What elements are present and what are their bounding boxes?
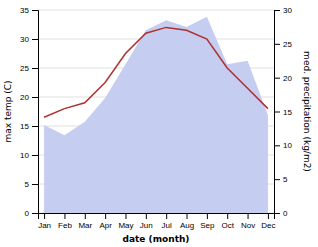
tick-label: 15 xyxy=(283,108,292,117)
tick: Feb xyxy=(58,213,72,230)
tick-mark xyxy=(248,213,249,219)
tick-mark xyxy=(187,213,188,219)
tick-mark xyxy=(32,126,38,127)
grid xyxy=(38,10,274,213)
tick: 20 xyxy=(274,74,292,83)
tick: 5 xyxy=(25,180,38,189)
tick: 25 xyxy=(20,64,38,73)
tick: 5 xyxy=(274,175,288,184)
tick-mark xyxy=(32,213,38,214)
tick-mark xyxy=(32,39,38,40)
tick: 35 xyxy=(20,6,38,15)
tick-label: 30 xyxy=(283,6,292,15)
area xyxy=(44,17,268,213)
tick-label: 5 xyxy=(283,175,288,184)
y-axis: 0 5 10 15 20 25 30 35 xyxy=(20,6,38,218)
y2-axis-title: med. precipitation (kg/m2) xyxy=(302,51,312,172)
tick-label: Oct xyxy=(221,221,234,230)
tick-label: Sep xyxy=(200,221,215,230)
tick: Sep xyxy=(200,213,215,230)
tick: Nov xyxy=(241,213,255,230)
tick-label: 10 xyxy=(20,151,29,160)
tick: Jun xyxy=(140,213,153,230)
tick-label: 0 xyxy=(25,209,30,218)
tick-label: Mar xyxy=(78,221,92,230)
tick-mark xyxy=(32,155,38,156)
tick-mark xyxy=(274,78,280,79)
tick-mark xyxy=(166,213,167,219)
tick: May xyxy=(118,213,133,230)
axis-line xyxy=(275,11,281,214)
tick-mark xyxy=(32,184,38,185)
tick-mark xyxy=(125,213,126,219)
x-axis: Jan Feb Mar Apr May Jun Jul Aug Sep Oct Nov Dec xyxy=(38,213,275,230)
tick-label: 20 xyxy=(20,93,29,102)
tick: 30 xyxy=(20,35,38,44)
marks xyxy=(44,17,268,213)
tick-mark xyxy=(227,213,228,219)
tick-label: 35 xyxy=(20,6,29,15)
tick-mark xyxy=(32,10,38,11)
tick: 10 xyxy=(274,141,292,150)
tick-mark xyxy=(44,213,45,219)
tick-label: Nov xyxy=(241,221,255,230)
tick: Jan xyxy=(38,213,51,230)
tick-mark xyxy=(207,213,208,219)
tick-mark xyxy=(274,213,280,214)
tick-label: 20 xyxy=(283,74,292,83)
axis-line xyxy=(39,214,275,220)
tick: 0 xyxy=(25,209,38,218)
tick-label: 25 xyxy=(283,40,292,49)
tick-label: Jan xyxy=(38,221,51,230)
grid-line xyxy=(38,10,274,11)
tick-mark xyxy=(105,213,106,219)
tick-mark xyxy=(32,68,38,69)
tick-label: 30 xyxy=(20,35,29,44)
tick: 25 xyxy=(274,40,292,49)
tick-label: Aug xyxy=(180,221,194,230)
plot: Jan Feb Mar Apr May Jun Jul Aug Sep Oct Nov Dec 0 5 10… xyxy=(3,6,312,244)
tick-label: 10 xyxy=(283,141,292,150)
tick-mark xyxy=(32,97,38,98)
tick-label: 15 xyxy=(20,122,29,131)
y2-axis: 0 5 10 15 20 25 30 xyxy=(274,6,292,218)
tick-label: Jul xyxy=(162,221,172,230)
tick-mark xyxy=(274,10,280,11)
chart: Jan Feb Mar Apr May Jun Jul Aug Sep Oct Nov Dec 0 5 10… xyxy=(0,0,318,247)
tick: 15 xyxy=(274,108,292,117)
tick-label: 0 xyxy=(283,209,288,218)
tick: Jul xyxy=(162,213,172,230)
tick-mark xyxy=(274,145,280,146)
tick-label: Jun xyxy=(140,221,153,230)
line xyxy=(44,27,268,117)
axis-line xyxy=(32,11,39,214)
tick: Oct xyxy=(221,213,234,230)
tick: Dec xyxy=(261,213,275,230)
y-axis-title: max temp (C) xyxy=(3,80,13,142)
tick: 10 xyxy=(20,151,38,160)
tick-mark xyxy=(64,213,65,219)
tick: Apr xyxy=(99,213,112,230)
tick-label: May xyxy=(118,221,133,230)
tick-label: Apr xyxy=(99,221,112,230)
tick: 15 xyxy=(20,122,38,131)
tick: Aug xyxy=(180,213,194,230)
tick-mark xyxy=(274,179,280,180)
tick-mark xyxy=(274,112,280,113)
tick: 20 xyxy=(20,93,38,102)
tick-label: Feb xyxy=(58,221,72,230)
tick: 30 xyxy=(274,6,292,15)
tick-label: 5 xyxy=(25,180,30,189)
tick-label: Dec xyxy=(261,221,275,230)
tick-mark xyxy=(85,213,86,219)
x-axis-title: date (month) xyxy=(123,234,190,244)
tick-label: 25 xyxy=(20,64,29,73)
tick-mark xyxy=(274,44,280,45)
tick: Mar xyxy=(78,213,92,230)
tick-mark xyxy=(146,213,147,219)
tick: 0 xyxy=(274,209,288,218)
tick-mark xyxy=(268,213,269,219)
